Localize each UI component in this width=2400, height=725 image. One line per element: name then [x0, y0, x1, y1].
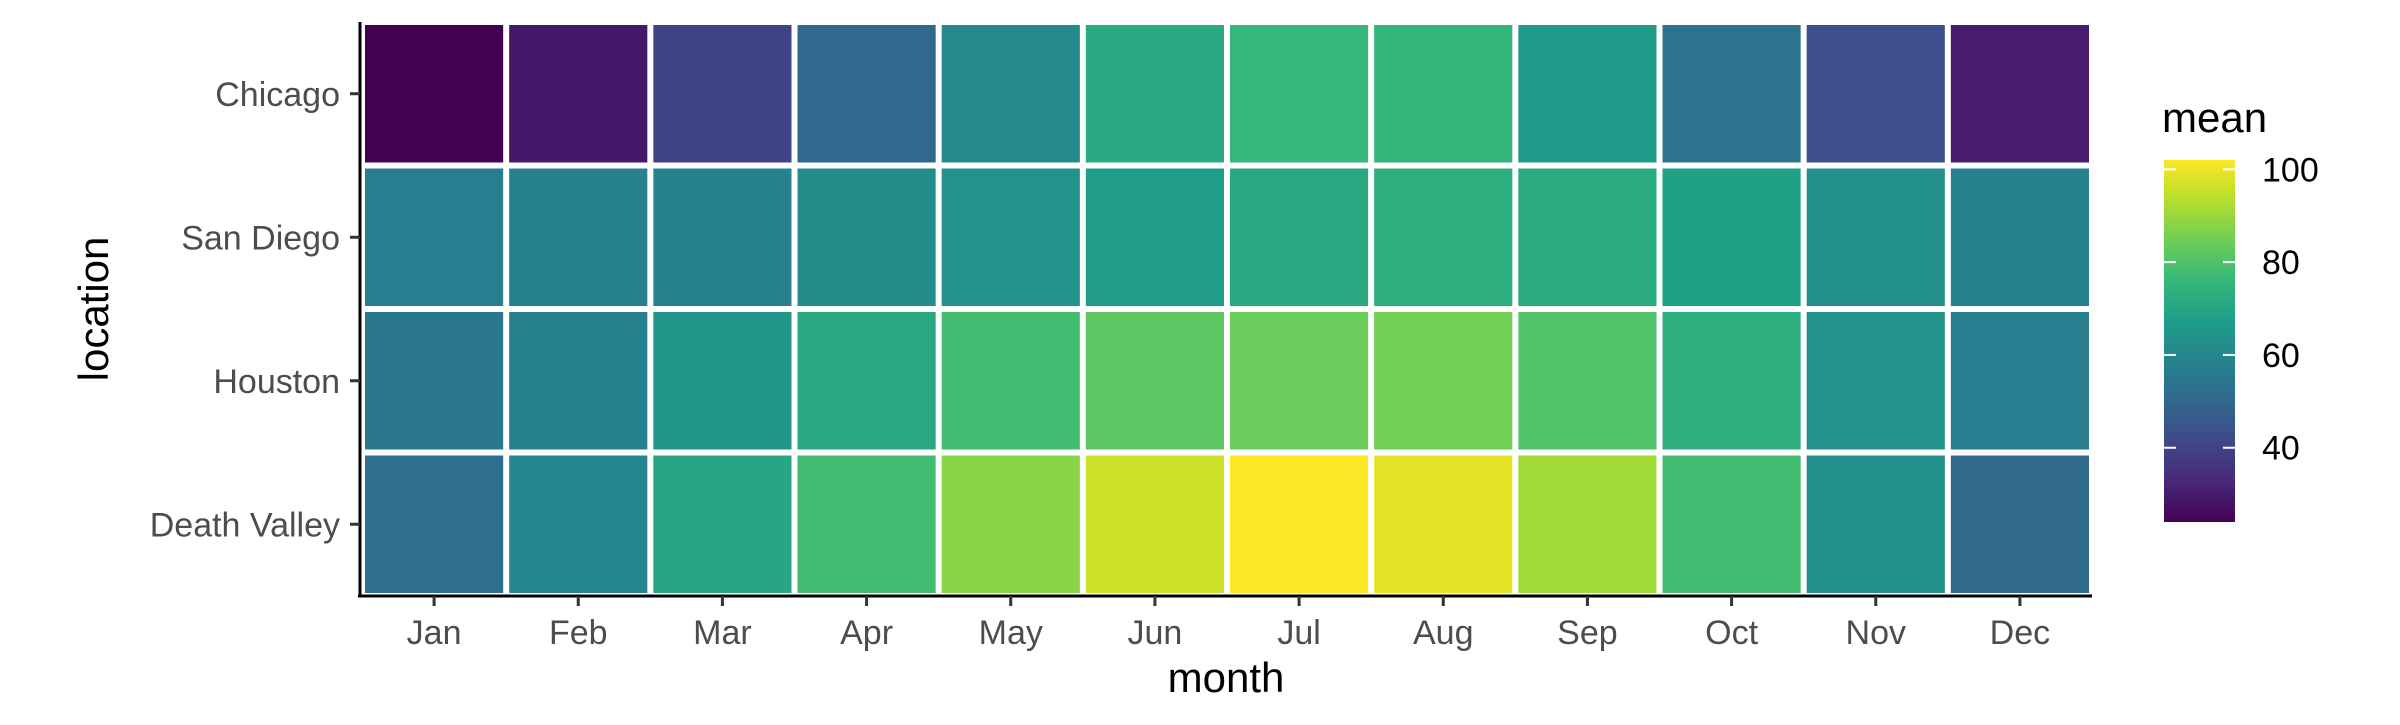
heatmap-cell: [1374, 455, 1513, 593]
heatmap-cells: [365, 25, 2089, 593]
heatmap-cell: [1806, 312, 1945, 450]
legend-tick-label: 60: [2262, 337, 2300, 375]
heatmap-cell: [1662, 25, 1801, 163]
heatmap-cell: [797, 312, 936, 450]
heatmap-cell: [797, 168, 936, 306]
x-axis-title: month: [1168, 654, 1285, 701]
x-tick-label: Mar: [693, 614, 752, 652]
heatmap-cell: [509, 25, 648, 163]
heatmap-cell: [509, 168, 648, 306]
heatmap-cell: [1518, 168, 1657, 306]
heatmap-cell: [1374, 312, 1513, 450]
heatmap-cell: [1085, 168, 1224, 306]
x-tick-label: Jul: [1277, 614, 1320, 652]
x-ticks: Jan Feb Mar Apr May Jun Jul Aug Sep Oct Nov Dec: [407, 596, 2050, 652]
x-tick-label: Jan: [407, 614, 462, 652]
heatmap-cell: [1662, 312, 1801, 450]
legend-title: mean: [2162, 94, 2267, 141]
x-tick-label: Sep: [1557, 614, 1618, 652]
heatmap-cell: [1806, 455, 1945, 593]
heatmap-cell: [365, 312, 504, 450]
legend-tick-label: 100: [2262, 151, 2319, 189]
heatmap-cell: [1374, 25, 1513, 163]
heatmap-cell: [653, 312, 792, 450]
x-tick-label: Aug: [1413, 614, 1474, 652]
heatmap-cell: [653, 25, 792, 163]
legend-tick-label: 40: [2262, 430, 2300, 468]
heatmap-cell: [1518, 455, 1657, 593]
heatmap-cell: [797, 455, 936, 593]
x-tick-label: May: [979, 614, 1043, 652]
heatmap-cell: [365, 25, 504, 163]
y-tick-label: Houston: [213, 363, 340, 401]
heatmap-cell: [653, 168, 792, 306]
x-tick-label: Jun: [1128, 614, 1183, 652]
axes: [358, 22, 2092, 598]
legend-ticks: 40 60 80 100: [2164, 151, 2319, 468]
heatmap-cell: [365, 168, 504, 306]
heatmap-cell: [1230, 455, 1369, 593]
x-tick-label: Dec: [1990, 614, 2050, 652]
x-tick-label: Oct: [1705, 614, 1758, 652]
x-tick-label: Feb: [549, 614, 608, 652]
heatmap-cell: [1085, 455, 1224, 593]
heatmap-cell: [1374, 168, 1513, 306]
legend-colorbar: [2164, 160, 2235, 522]
heatmap-cell: [1662, 168, 1801, 306]
heatmap-cell: [1950, 25, 2089, 163]
heatmap-cell: [1806, 25, 1945, 163]
heatmap-cell: [1806, 168, 1945, 306]
heatmap-cell: [653, 455, 792, 593]
x-tick-label: Apr: [840, 614, 893, 652]
heatmap-cell: [1230, 168, 1369, 306]
heatmap-cell: [797, 25, 936, 163]
heatmap-cell: [1518, 312, 1657, 450]
heatmap-cell: [509, 312, 648, 450]
y-axis-title: location: [70, 237, 117, 382]
x-tick-label: Nov: [1846, 614, 1906, 652]
y-ticks: Chicago San Diego Houston Death Valley: [150, 76, 360, 544]
heatmap-cell: [1662, 455, 1801, 593]
heatmap-cell: [941, 455, 1080, 593]
y-tick-label: Chicago: [215, 76, 340, 114]
y-tick-label: San Diego: [181, 219, 340, 257]
heatmap-cell: [1950, 312, 2089, 450]
heatmap-cell: [941, 168, 1080, 306]
heatmap-cell: [509, 455, 648, 593]
heatmap-cell: [1085, 25, 1224, 163]
heatmap-cell: [941, 25, 1080, 163]
y-tick-label: Death Valley: [150, 506, 340, 544]
legend-tick-label: 80: [2262, 244, 2300, 282]
heatmap-cell: [1085, 312, 1224, 450]
heatmap-cell: [1950, 168, 2089, 306]
heatmap-cell: [365, 455, 504, 593]
heatmap-cell: [1950, 455, 2089, 593]
heatmap-cell: [1230, 312, 1369, 450]
color-legend: mean 40 60 80 100: [2162, 94, 2319, 522]
heatmap-cell: [1230, 25, 1369, 163]
heatmap-cell: [941, 312, 1080, 450]
heatmap-cell: [1518, 25, 1657, 163]
